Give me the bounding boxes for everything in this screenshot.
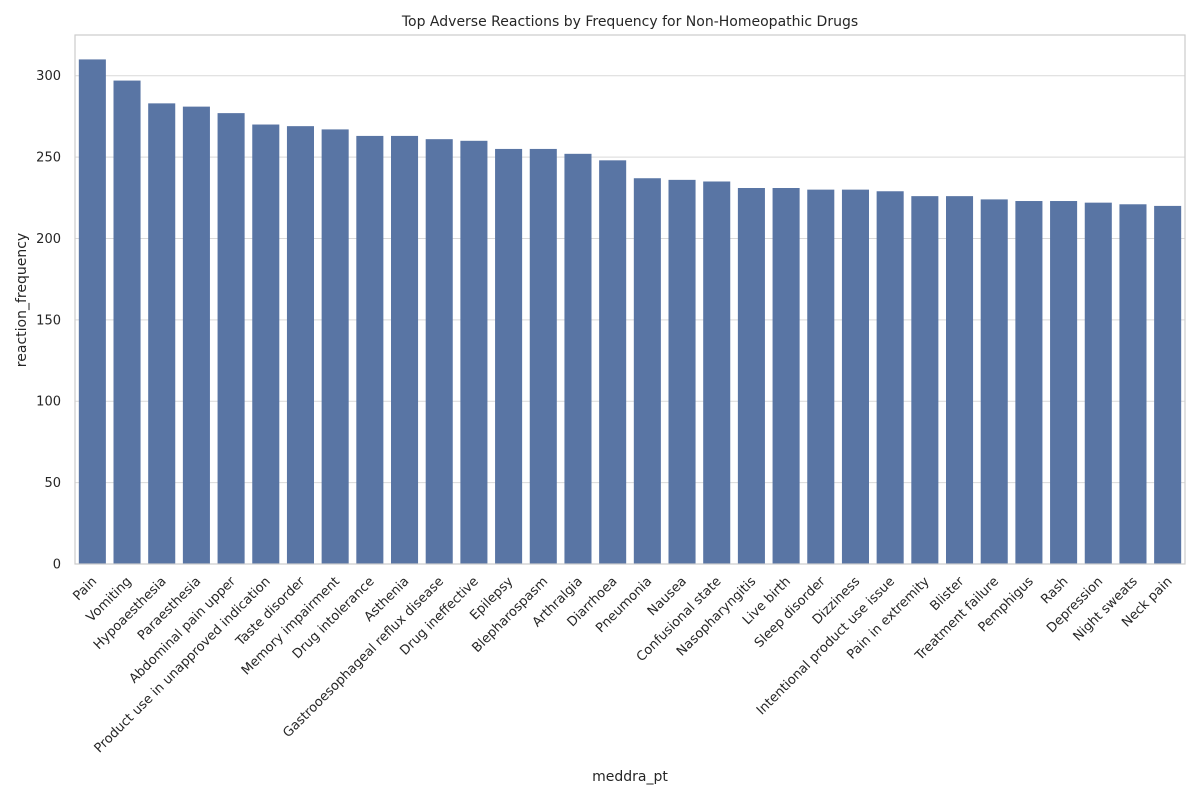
bar [113, 80, 141, 565]
bar [599, 160, 627, 564]
bar [737, 188, 765, 564]
y-tick-label: 200 [36, 232, 61, 247]
y-tick-label: 300 [36, 69, 61, 84]
bar [217, 113, 245, 564]
bar [286, 126, 314, 565]
bar [876, 191, 904, 564]
bar [182, 106, 210, 564]
y-axis-title: reaction_frequency [14, 233, 30, 367]
bar [425, 139, 453, 564]
bar [1084, 202, 1112, 564]
x-axis-ticks: PainVomitingHypoaesthesiaParaesthesiaAbd… [70, 574, 1175, 756]
bar [668, 179, 696, 564]
plot-frame [74, 34, 1186, 565]
y-tick-label: 50 [44, 476, 61, 491]
bar [807, 189, 835, 564]
bar [841, 189, 869, 564]
x-tick-label: Gastrooesophageal reflux disease [280, 574, 447, 741]
bar [252, 124, 280, 565]
bar [460, 140, 488, 565]
bar [1154, 205, 1182, 564]
bar [356, 135, 384, 564]
bars [78, 59, 1182, 565]
y-tick-label: 0 [53, 558, 61, 573]
bar [946, 196, 974, 564]
y-tick-label: 100 [36, 395, 61, 410]
bar [703, 181, 731, 564]
bar [1119, 204, 1147, 564]
chart-title: Top Adverse Reactions by Frequency for N… [401, 14, 858, 30]
y-axis-ticks: 0 50 100 150 200 250 300 [36, 69, 61, 572]
bar [78, 59, 106, 565]
x-tick-label: Pain [70, 574, 100, 604]
x-axis-title: meddra_pt [592, 769, 668, 785]
bar [495, 148, 523, 564]
y-tick-label: 150 [36, 313, 61, 328]
bar [633, 178, 661, 564]
bar [564, 153, 592, 564]
bar [321, 129, 349, 564]
bar [391, 135, 419, 564]
bar [1050, 201, 1078, 565]
bar [772, 188, 800, 564]
bar [911, 196, 939, 564]
y-tick-label: 250 [36, 151, 61, 166]
bar [529, 148, 557, 564]
bar [980, 199, 1008, 565]
bar [1015, 201, 1043, 565]
bar [148, 103, 176, 565]
